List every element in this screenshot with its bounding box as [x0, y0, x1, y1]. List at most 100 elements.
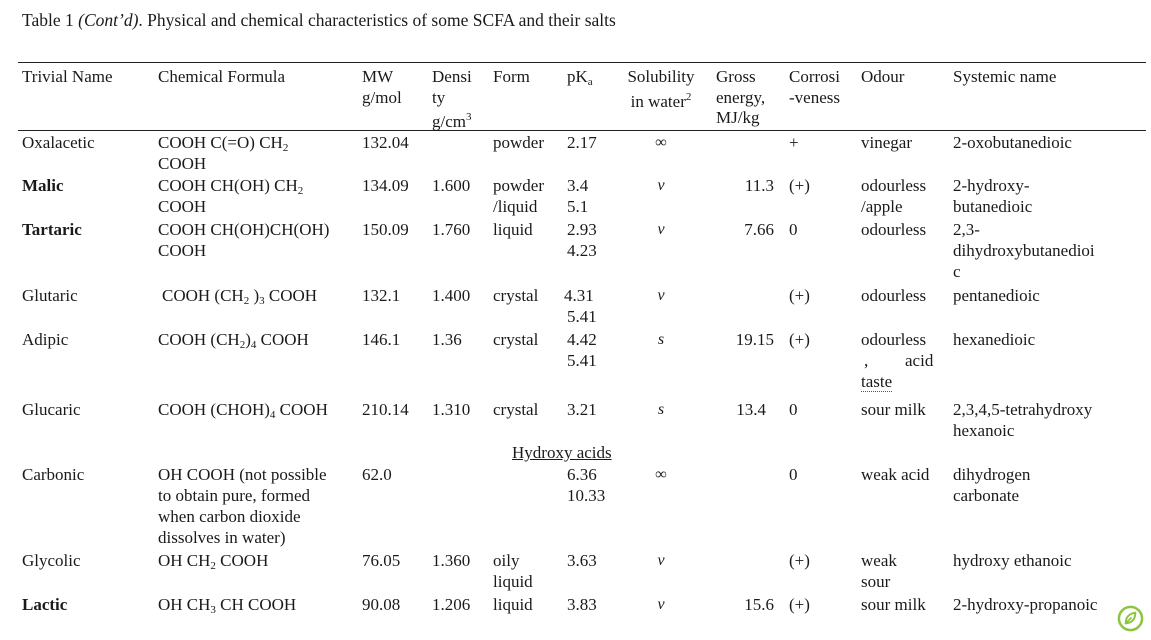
row-systemic: 2,3-	[953, 220, 980, 239]
row-odour-3: acid	[905, 351, 934, 370]
table-caption: Table 1 (Cont’d). Physical and chemical …	[22, 10, 616, 31]
row-odour: weak	[861, 551, 897, 570]
header-gross-unit: MJ/kg	[716, 108, 760, 127]
row-pka: 4.31	[564, 286, 594, 305]
row-form: powder	[493, 176, 544, 195]
header-gross: Gross	[716, 67, 756, 86]
row-systemic: 2,3,4,5-tetrahydroxy	[953, 400, 1093, 419]
row-corrosion: 0	[789, 465, 798, 484]
row-solubility: v	[657, 552, 665, 569]
row-solubility: v	[657, 287, 665, 304]
header-pka: pKa	[567, 67, 593, 88]
row-solubility: v	[657, 221, 665, 238]
row-form: crystal	[493, 286, 539, 305]
row-systemic: 2-hydroxy-propanoic	[953, 595, 1098, 614]
row-odour: odourless	[861, 176, 927, 195]
row-pka: 3.4	[567, 176, 589, 195]
row-form: liquid	[493, 595, 533, 614]
row-corrosion: (+)	[789, 330, 810, 349]
row-form: oily	[493, 551, 520, 570]
header-solubility-2: in water2	[630, 91, 692, 111]
header-corrosiveness: Corrosi	[789, 67, 840, 86]
header-form: Form	[493, 67, 530, 86]
row-formula: OH CH2 COOH	[158, 551, 269, 572]
row-form: powder	[493, 133, 544, 152]
row-formula: OH COOH (not possible	[158, 465, 327, 484]
row-formula-2: to obtain pure, formed	[158, 486, 311, 505]
row-solubility: ∞	[655, 466, 667, 483]
row-corrosion: 0	[789, 400, 798, 419]
header-density-2: ty	[432, 88, 446, 107]
row-name: Malic	[22, 176, 64, 195]
row-systemic-2: hexanoic	[953, 421, 1015, 440]
row-systemic-2: butanedioic	[953, 197, 1033, 216]
row-pka-2: 5.1	[567, 197, 589, 216]
row-energy: 15.6	[744, 595, 774, 614]
row-formula: COOH CH(OH)CH(OH)	[158, 220, 330, 239]
row-form: crystal	[493, 400, 539, 419]
row-formula-2: COOH	[158, 241, 207, 260]
header-solubility: Solubility	[627, 67, 695, 86]
header-trivial-name: Trivial Name	[22, 67, 113, 86]
row-mw: 76.05	[362, 551, 401, 570]
row-pka: 2.93	[567, 220, 597, 239]
row-mw: 90.08	[362, 595, 401, 614]
header-mw-unit: g/mol	[362, 88, 402, 107]
row-form: liquid	[493, 220, 533, 239]
row-odour: sour milk	[861, 595, 926, 614]
row-density: 1.760	[432, 220, 471, 239]
row-mw: 134.09	[362, 176, 409, 195]
row-energy: 13.4	[736, 400, 766, 419]
row-form-2: liquid	[493, 572, 533, 591]
header-systemic-name: Systemic name	[953, 67, 1057, 86]
row-mw: 146.1	[362, 330, 401, 349]
header-density: Densi	[432, 67, 472, 86]
row-systemic-2: carbonate	[953, 486, 1020, 505]
row-formula-2: COOH	[158, 154, 207, 173]
row-energy: 19.15	[735, 330, 774, 349]
row-formula: COOH (CH2 )3 COOH	[162, 286, 318, 307]
row-solubility: ∞	[655, 134, 667, 151]
row-odour: odourless	[861, 286, 927, 305]
row-formula: COOH (CH2)4 COOH	[158, 330, 309, 351]
row-odour-2: /apple	[861, 197, 903, 216]
row-systemic-3: c	[953, 262, 961, 281]
row-systemic: hydroxy ethanoic	[953, 551, 1072, 570]
row-formula: COOH CH(OH) CH2	[158, 176, 304, 197]
row-corrosion: +	[789, 133, 799, 152]
row-density: 1.360	[432, 551, 471, 570]
section-label-hydroxy-acids: Hydroxy acids	[512, 443, 612, 462]
leaf-badge-icon	[1117, 605, 1144, 632]
row-systemic: hexanedioic	[953, 330, 1036, 349]
row-mw: 150.09	[362, 220, 409, 239]
row-pka: 3.21	[567, 400, 597, 419]
row-density: 1.310	[432, 400, 471, 419]
row-solubility: v	[657, 596, 665, 613]
table-top-rule	[18, 62, 1146, 63]
row-solubility: s	[657, 331, 665, 348]
header-corrosiveness-2: -veness	[789, 88, 840, 107]
row-pka: 6.36	[567, 465, 597, 484]
row-energy: 11.3	[744, 176, 774, 195]
row-pka-2: 4.23	[567, 241, 597, 260]
row-mw: 132.1	[362, 286, 401, 305]
row-corrosion: (+)	[789, 286, 810, 305]
row-pka-2: 5.41	[567, 351, 597, 370]
row-odour: sour milk	[861, 400, 926, 419]
row-formula: COOH (CHOH)4 COOH	[158, 400, 328, 421]
row-solubility: v	[657, 177, 665, 194]
header-mw: MW	[362, 67, 394, 86]
row-systemic: dihydrogen	[953, 465, 1031, 484]
row-formula-2: COOH	[158, 197, 207, 216]
row-mw: 132.04	[362, 133, 409, 152]
row-pka: 3.83	[567, 595, 597, 614]
row-formula-3: when carbon dioxide	[158, 507, 301, 526]
row-formula: COOH C(=O) CH2	[158, 133, 289, 154]
row-formula: OH CH3 CH COOH	[158, 595, 297, 616]
header-gross-2: energy,	[716, 88, 766, 107]
row-form: crystal	[493, 330, 539, 349]
row-form-2: /liquid	[493, 197, 538, 216]
row-name: Glucaric	[22, 400, 81, 419]
row-density: 1.36	[432, 330, 462, 349]
caption-suffix: . Physical and chemical characteristics …	[138, 10, 616, 30]
